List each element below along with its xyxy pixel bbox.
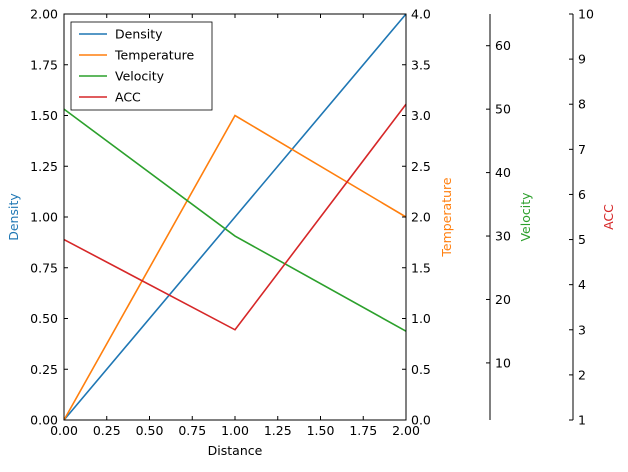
x-tick-label: 0.50: [136, 423, 164, 438]
series-line-acc: [63, 103, 407, 331]
y-tick-label: 20: [495, 292, 511, 307]
y-tick-label: 1.50: [30, 108, 58, 123]
y-tick-label: 2: [578, 367, 586, 382]
y-tick-label: 1: [578, 413, 586, 428]
series-line-temperature: [63, 114, 407, 421]
x-tick-label: 0.25: [93, 423, 121, 438]
y-tick-label: 60: [495, 38, 511, 53]
y-tick-label: 1.25: [30, 159, 58, 174]
legend-label: ACC: [115, 90, 141, 105]
y-tick-label: 1.0: [411, 311, 431, 326]
y-tick-label: 6: [578, 187, 586, 202]
y-tick-label: 10: [578, 7, 594, 22]
y-tick-label: 0.50: [30, 311, 58, 326]
y-axis-label-density: Density: [6, 193, 21, 241]
legend-box: [70, 21, 213, 111]
x-axis-label: Distance: [208, 443, 263, 458]
y-tick-label: 30: [495, 229, 511, 244]
x-tick-label: 1.75: [349, 423, 377, 438]
x-tick-label: 1.25: [264, 423, 292, 438]
y-tick-label: 8: [578, 97, 586, 112]
x-tick-label: 1.00: [221, 423, 249, 438]
y-tick-label: 3: [578, 322, 586, 337]
y-tick-label: 2.00: [30, 7, 58, 22]
y-tick-label: 7: [578, 142, 586, 157]
y-tick-label: 50: [495, 102, 511, 117]
x-tick-label: 1.50: [307, 423, 335, 438]
y-tick-label: 2.0: [411, 210, 431, 225]
y-tick-label: 1.00: [30, 210, 58, 225]
y-axis-label-temperature: Temperature: [439, 177, 454, 257]
y-tick-label: 0.75: [30, 260, 58, 275]
y-tick-label: 4.0: [411, 7, 431, 22]
y-tick-label: 40: [495, 165, 511, 180]
series-line-density: [63, 13, 407, 421]
y-tick-label: 0.00: [30, 413, 58, 428]
y-tick-label: 10: [495, 355, 511, 370]
y-axis-label-velocity: Velocity: [518, 192, 533, 242]
legend-label: Density: [115, 27, 163, 42]
y-tick-label: 3.5: [411, 57, 431, 72]
x-tick-label: 2.00: [392, 423, 420, 438]
legend-label: Temperature: [114, 48, 194, 63]
x-tick-label: 0.75: [178, 423, 206, 438]
y-tick-label: 5: [578, 232, 586, 247]
y-tick-label: 3.0: [411, 108, 431, 123]
x-tick-label: 0.00: [50, 423, 78, 438]
legend-label: Velocity: [115, 69, 165, 84]
y-axis-label-acc: ACC: [601, 204, 616, 230]
series-line-velocity: [63, 108, 407, 332]
y-tick-label: 1.75: [30, 57, 58, 72]
y-tick-label: 0.5: [411, 362, 431, 377]
y-tick-label: 4: [578, 277, 586, 292]
y-tick-label: 0.0: [411, 413, 431, 428]
y-tick-label: 2.5: [411, 159, 431, 174]
y-tick-label: 9: [578, 52, 586, 67]
y-tick-label: 0.25: [30, 362, 58, 377]
y-tick-label: 1.5: [411, 260, 431, 275]
